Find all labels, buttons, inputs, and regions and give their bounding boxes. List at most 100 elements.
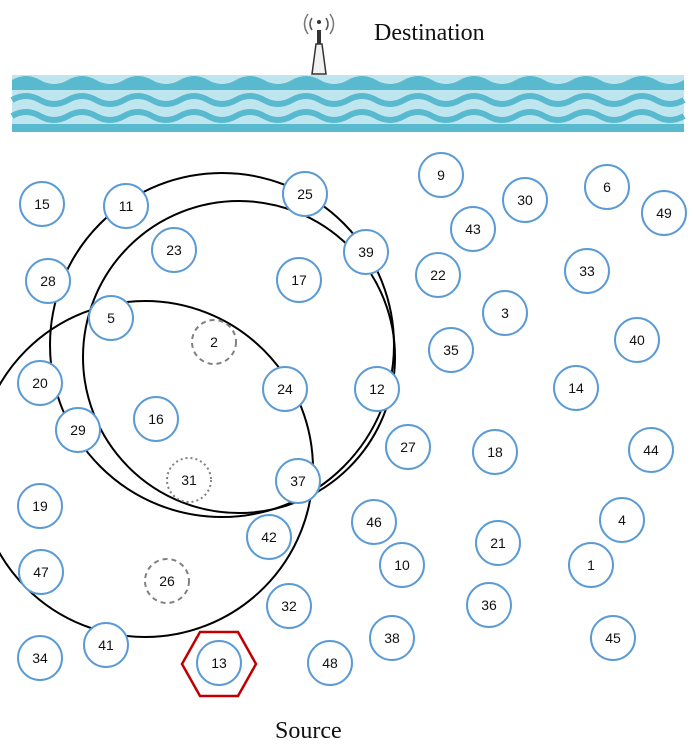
svg-text:16: 16 bbox=[148, 411, 164, 427]
svg-text:29: 29 bbox=[70, 422, 86, 438]
svg-text:14: 14 bbox=[568, 380, 584, 396]
node-6: 6 bbox=[584, 164, 630, 210]
svg-text:17: 17 bbox=[291, 272, 307, 288]
node-43: 43 bbox=[450, 206, 496, 252]
node-27: 27 bbox=[385, 424, 431, 470]
svg-text:41: 41 bbox=[98, 637, 114, 653]
svg-text:42: 42 bbox=[261, 529, 277, 545]
node-2: 2 bbox=[191, 319, 237, 365]
node-9: 9 bbox=[418, 152, 464, 198]
node-29: 29 bbox=[55, 407, 101, 453]
svg-text:5: 5 bbox=[107, 310, 115, 326]
node-34: 34 bbox=[17, 635, 63, 681]
svg-text:46: 46 bbox=[366, 514, 382, 530]
node-26: 26 bbox=[144, 558, 190, 604]
source-hexagon bbox=[180, 630, 258, 698]
water-icon bbox=[10, 75, 686, 132]
node-33: 33 bbox=[564, 248, 610, 294]
node-12: 12 bbox=[354, 366, 400, 412]
svg-text:10: 10 bbox=[394, 557, 410, 573]
node-41: 41 bbox=[83, 622, 129, 668]
node-19: 19 bbox=[17, 483, 63, 529]
svg-text:35: 35 bbox=[443, 342, 459, 358]
svg-text:19: 19 bbox=[32, 498, 48, 514]
node-37: 37 bbox=[275, 458, 321, 504]
svg-text:27: 27 bbox=[400, 439, 416, 455]
node-32: 32 bbox=[266, 583, 312, 629]
node-48: 48 bbox=[307, 640, 353, 686]
node-36: 36 bbox=[466, 582, 512, 628]
node-40: 40 bbox=[614, 317, 660, 363]
node-5: 5 bbox=[88, 295, 134, 341]
node-23: 23 bbox=[151, 227, 197, 273]
svg-text:34: 34 bbox=[32, 650, 48, 666]
node-11: 11 bbox=[103, 183, 149, 229]
svg-text:39: 39 bbox=[358, 244, 374, 260]
node-21: 21 bbox=[475, 520, 521, 566]
destination-label: Destination bbox=[374, 20, 485, 46]
node-14: 14 bbox=[553, 365, 599, 411]
svg-text:20: 20 bbox=[32, 375, 48, 391]
node-25: 25 bbox=[282, 171, 328, 217]
node-47: 47 bbox=[18, 549, 64, 595]
node-24: 24 bbox=[262, 366, 308, 412]
svg-text:22: 22 bbox=[430, 267, 446, 283]
node-layer: 15 11 25 9 30 6 49 43 23 39 22 33 28 17 … bbox=[17, 152, 687, 686]
svg-text:23: 23 bbox=[166, 242, 182, 258]
node-20: 20 bbox=[17, 360, 63, 406]
svg-text:44: 44 bbox=[643, 442, 659, 458]
node-45: 45 bbox=[590, 615, 636, 661]
svg-text:40: 40 bbox=[629, 332, 645, 348]
svg-text:3: 3 bbox=[501, 305, 509, 321]
svg-text:47: 47 bbox=[33, 564, 49, 580]
node-30: 30 bbox=[502, 177, 548, 223]
svg-text:36: 36 bbox=[481, 597, 497, 613]
node-17: 17 bbox=[276, 257, 322, 303]
node-13: 13 bbox=[196, 640, 242, 686]
svg-text:1: 1 bbox=[587, 557, 595, 573]
node-16: 16 bbox=[133, 396, 179, 442]
node-4: 4 bbox=[599, 497, 645, 543]
node-10: 10 bbox=[379, 542, 425, 588]
svg-text:28: 28 bbox=[40, 273, 56, 289]
node-44: 44 bbox=[628, 427, 674, 473]
svg-text:49: 49 bbox=[656, 205, 672, 221]
node-35: 35 bbox=[428, 327, 474, 373]
svg-text:26: 26 bbox=[159, 573, 175, 589]
svg-text:21: 21 bbox=[490, 535, 506, 551]
svg-text:4: 4 bbox=[618, 512, 626, 528]
svg-text:25: 25 bbox=[297, 186, 313, 202]
svg-text:33: 33 bbox=[579, 263, 595, 279]
node-46: 46 bbox=[351, 499, 397, 545]
svg-text:37: 37 bbox=[290, 473, 306, 489]
svg-text:12: 12 bbox=[369, 381, 385, 397]
node-31: 31 bbox=[166, 457, 212, 503]
antenna-icon bbox=[303, 13, 335, 75]
svg-text:31: 31 bbox=[181, 472, 197, 488]
svg-text:38: 38 bbox=[384, 630, 400, 646]
svg-text:45: 45 bbox=[605, 630, 621, 646]
svg-text:30: 30 bbox=[517, 192, 533, 208]
svg-text:43: 43 bbox=[465, 221, 481, 237]
svg-text:15: 15 bbox=[34, 196, 50, 212]
node-39: 39 bbox=[343, 229, 389, 275]
node-18: 18 bbox=[472, 429, 518, 475]
range-circle bbox=[82, 200, 396, 514]
svg-text:32: 32 bbox=[281, 598, 297, 614]
node-42: 42 bbox=[246, 514, 292, 560]
node-38: 38 bbox=[369, 615, 415, 661]
svg-text:9: 9 bbox=[437, 167, 445, 183]
svg-text:2: 2 bbox=[210, 334, 218, 350]
node-15: 15 bbox=[19, 181, 65, 227]
svg-text:24: 24 bbox=[277, 381, 293, 397]
node-1: 1 bbox=[568, 542, 614, 588]
svg-text:11: 11 bbox=[119, 198, 134, 214]
node-3: 3 bbox=[482, 290, 528, 336]
node-28: 28 bbox=[25, 258, 71, 304]
svg-text:13: 13 bbox=[211, 655, 227, 671]
svg-text:48: 48 bbox=[322, 655, 338, 671]
source-label: Source bbox=[275, 718, 342, 744]
node-49: 49 bbox=[641, 190, 687, 236]
